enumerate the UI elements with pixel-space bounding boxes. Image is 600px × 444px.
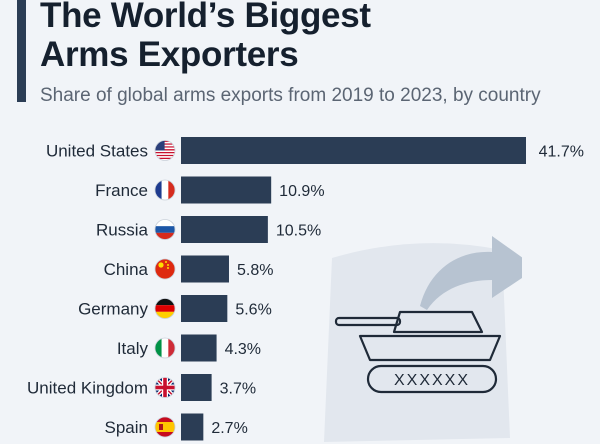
- bar: [181, 374, 212, 401]
- tank-hull: [358, 334, 502, 362]
- bar: [181, 137, 526, 164]
- value-label: 4.3%: [225, 341, 261, 358]
- value-label: 5.8%: [237, 262, 273, 279]
- germany-flag-icon: [154, 298, 176, 319]
- value-label: 10.5%: [276, 223, 321, 240]
- chart-subtitle: Share of global arms exports from 2019 t…: [40, 85, 541, 106]
- title-accent-bar: [17, 0, 26, 102]
- title-line-1: The World’s Biggest: [40, 0, 371, 35]
- category-label: Russia: [96, 221, 149, 240]
- category-label: Italy: [117, 339, 149, 358]
- tank-export-icon: XXXXXX: [324, 236, 522, 442]
- tank-turret: [392, 310, 484, 334]
- category-label: China: [104, 260, 149, 279]
- france-flag-icon: [154, 179, 176, 201]
- bar: [181, 216, 268, 243]
- value-label: 41.7%: [539, 144, 584, 161]
- russia-flag-icon: [154, 219, 176, 240]
- uk-flag-icon: [154, 377, 176, 398]
- bar: [181, 295, 228, 322]
- bar: [181, 334, 217, 362]
- china-flag-icon: [154, 258, 176, 280]
- tank-gun-barrel: [334, 316, 402, 327]
- category-label: Germany: [78, 300, 148, 319]
- tank-tracks: [366, 364, 498, 394]
- value-label: 5.6%: [235, 302, 271, 319]
- category-label: Spain: [105, 418, 148, 437]
- chart-title: The World’s Biggest Arms Exporters: [40, 0, 371, 74]
- tank-track-label: XXXXXX: [394, 372, 470, 389]
- value-label: 2.7%: [211, 420, 247, 437]
- category-label: France: [95, 181, 148, 200]
- category-label: United States: [46, 142, 148, 161]
- us-flag-icon: [154, 140, 176, 161]
- export-arrow-icon: [420, 236, 522, 310]
- italy-flag-icon: [154, 337, 176, 359]
- bar: [181, 255, 229, 283]
- value-label: 3.7%: [220, 381, 256, 398]
- value-label: 10.9%: [279, 183, 324, 200]
- category-label: United Kingdom: [27, 379, 148, 398]
- title-line-2: Arms Exporters: [40, 35, 299, 74]
- tank-icon: [334, 310, 502, 394]
- bar: [181, 176, 272, 204]
- spain-flag-icon: [154, 416, 176, 438]
- bar: [181, 413, 204, 441]
